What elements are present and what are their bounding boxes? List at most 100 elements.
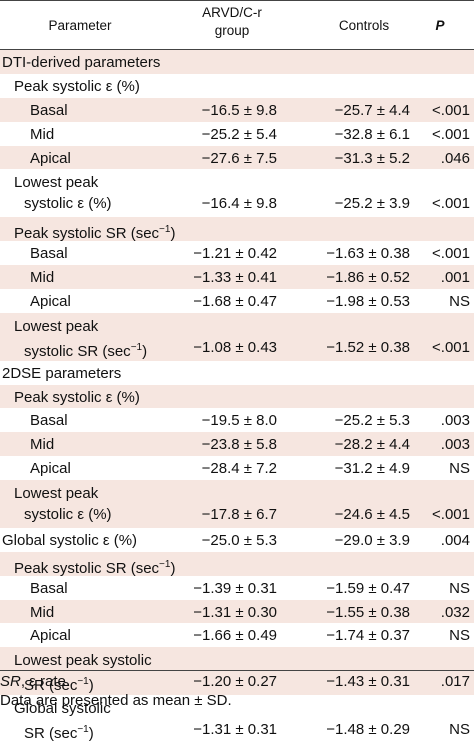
row-label-tail: )	[170, 559, 176, 577]
p-value: .003	[440, 412, 470, 430]
table-bottom-rule	[0, 670, 474, 671]
table-body: DTI-derived parameters Peak systolic ε (%…	[0, 50, 474, 743]
controls-value: −1.52 ± 0.38	[326, 338, 410, 356]
row-label-line2: SR (sec−1)	[14, 724, 94, 743]
row-label: Apical	[30, 149, 71, 169]
arvd-value: −1.66 ± 0.49	[193, 627, 277, 645]
controls-value: −1.63 ± 0.38	[326, 245, 410, 263]
row-label-line2-text: SR (sec	[24, 677, 78, 695]
row-label: Mid	[30, 435, 54, 455]
arvd-value: −16.4 ± 9.8	[201, 195, 277, 213]
arvd-value: −19.5 ± 8.0	[201, 412, 277, 430]
controls-value: −1.74 ± 0.37	[326, 627, 410, 645]
table-row: Lowest peak systolic SR (sec−1) −1.20 ± 0.…	[0, 647, 474, 696]
controls-value: −25.2 ± 3.9	[334, 195, 410, 213]
row-label-text: Basal	[30, 245, 68, 263]
arvd-value: −1.68 ± 0.47	[193, 292, 277, 310]
row-label-text: 2DSE parameters	[2, 364, 122, 382]
row-label-text: Peak systolic ε (%)	[14, 388, 140, 406]
row-label-text: Apical	[30, 460, 71, 478]
row-label-tail: )	[170, 225, 176, 243]
controls-value: −1.48 ± 0.29	[326, 721, 410, 739]
controls-value: −25.2 ± 5.3	[334, 412, 410, 430]
row-label-line2: systolic ε (%)	[14, 506, 112, 523]
row-label-line1: Lowest peak systolic	[14, 652, 152, 670]
row-label-text: Peak systolic ε (%)	[14, 77, 140, 95]
table-row: Mid −1.33 ± 0.41 −1.86 ± 0.52 .001	[0, 265, 474, 289]
table-row: Peak systolic SR (sec−1)	[0, 551, 474, 579]
controls-value: −24.6 ± 4.5	[334, 506, 410, 524]
row-label-tail: )	[142, 342, 148, 360]
row-label: Peak systolic ε (%)	[14, 77, 140, 97]
row-label: Apical	[30, 459, 71, 479]
p-value: NS	[449, 579, 470, 597]
arvd-value: −1.08 ± 0.43	[193, 338, 277, 356]
p-value: .046	[440, 149, 470, 167]
controls-value: −1.98 ± 0.53	[326, 292, 410, 310]
controls-value: −28.2 ± 4.4	[334, 436, 410, 454]
p-value: <.001	[432, 338, 470, 356]
row-label-text: Basal	[30, 412, 68, 430]
row-label-text: Apical	[30, 292, 71, 310]
footnote-abbrev-def: , ε rate.	[20, 673, 71, 690]
table-row: 2DSE parameters	[0, 360, 474, 385]
table-row: Peak systolic ε (%)	[0, 384, 474, 409]
row-label-superscript: −1	[130, 341, 143, 353]
table-header: Parameter ARVD/C-r group Controls P	[0, 0, 474, 50]
p-value: NS	[449, 292, 470, 310]
table-row: Lowest peak systolic ε (%) −17.8 ± 6.7 −24.…	[0, 480, 474, 528]
table-row: Basal −1.39 ± 0.31 −1.59 ± 0.47 NS	[0, 575, 474, 600]
controls-value: −1.55 ± 0.38	[326, 603, 410, 621]
arvd-value: −1.33 ± 0.41	[193, 269, 277, 287]
p-value: <.001	[432, 195, 470, 213]
p-value: <.001	[432, 506, 470, 524]
header-arvd-group: ARVD/C-r group	[172, 4, 292, 40]
row-label-superscript: −1	[159, 224, 171, 236]
row-label-text: Mid	[30, 269, 55, 287]
arvd-value: −17.8 ± 6.7	[201, 506, 277, 524]
table-row: Lowest peak systolic SR (sec−1) −1.08 ± 0.…	[0, 312, 474, 361]
p-value: <.001	[432, 101, 470, 119]
row-label-line2-text: systolic ε (%)	[24, 195, 112, 213]
row-label-line2-text: SR (sec	[24, 725, 78, 743]
table-row: Apical −1.66 ± 0.49 −1.74 ± 0.37 NS	[0, 623, 474, 648]
p-value: .032	[440, 603, 470, 621]
arvd-value: −16.5 ± 9.8	[201, 101, 277, 119]
row-label: Mid	[30, 603, 54, 623]
row-label-line1: Lowest peak	[14, 174, 99, 192]
row-label-text: Global systolic ε (%)	[2, 531, 138, 549]
row-label-superscript: −1	[77, 724, 89, 736]
table-row: Lowest peak systolic ε (%) −16.4 ± 9.8 −25.…	[0, 169, 474, 218]
row-label: Basal	[30, 411, 68, 431]
arvd-value: −1.20 ± 0.27	[193, 673, 277, 691]
row-label-text: Apical	[30, 627, 71, 645]
row-label-tail: )	[88, 725, 94, 743]
arvd-value: −1.31 ± 0.31	[193, 721, 277, 739]
row-label: Lowest peak systolic ε (%)	[14, 172, 112, 214]
header-arvd-line2: group	[214, 23, 250, 38]
p-value: <.001	[432, 245, 470, 263]
table-row: Mid −25.2 ± 5.4 −32.8 ± 6.1 <.001	[0, 121, 474, 146]
row-label: Apical	[30, 626, 71, 646]
row-label: Peak systolic SR (sec−1)	[14, 555, 175, 579]
row-label: Lowest peak systolic ε (%)	[14, 483, 112, 525]
table-row: DTI-derived parameters	[0, 50, 474, 74]
footnote-data-note: Data are presented as mean ± SD.	[0, 692, 232, 709]
row-label-superscript: −1	[77, 676, 89, 688]
controls-value: −29.0 ± 3.9	[334, 531, 410, 549]
p-value: <.001	[432, 125, 470, 143]
table-row: Peak systolic SR (sec−1)	[0, 217, 474, 243]
row-label-line2-text: systolic ε (%)	[24, 506, 112, 524]
row-label-text: Mid	[30, 603, 55, 621]
controls-value: −25.7 ± 4.4	[334, 101, 410, 119]
row-label: Peak systolic ε (%)	[14, 388, 140, 408]
row-label-line1: Lowest peak	[14, 485, 99, 503]
row-label-line2-text: systolic SR (sec	[24, 342, 131, 360]
arvd-value: −1.39 ± 0.31	[193, 579, 277, 597]
table-row: Peak systolic ε (%)	[0, 73, 474, 98]
row-label-line2: systolic SR (sec−1)	[14, 341, 148, 360]
row-label-line1: Lowest peak	[14, 317, 99, 335]
arvd-value: −28.4 ± 7.2	[201, 460, 277, 478]
row-label-text: Mid	[30, 436, 55, 454]
controls-value: −32.8 ± 6.1	[334, 125, 410, 143]
